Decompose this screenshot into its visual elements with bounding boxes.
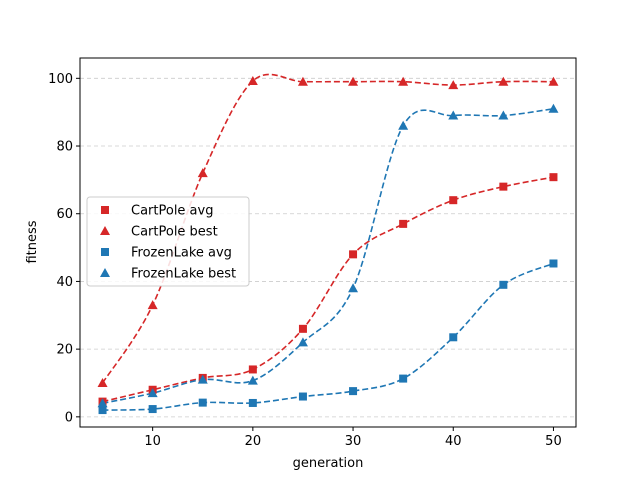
legend-frozenlake-best-label: FrozenLake best [131, 267, 236, 282]
cartpole-best-point [97, 377, 108, 387]
x-tick-label: 20 [245, 434, 262, 449]
frozenlake-avg-point [198, 398, 207, 407]
cartpole-avg-point [349, 250, 358, 259]
frozenlake-best-point [398, 120, 409, 130]
frozenlake-avg-point [248, 398, 257, 407]
cartpole-best-point [548, 76, 559, 86]
x-tick-label: 10 [144, 434, 161, 449]
cartpole-best-point [197, 168, 208, 178]
cartpole-avg-point [298, 324, 307, 333]
frozenlake-avg-point [349, 387, 358, 396]
frozenlake-avg-point [499, 280, 508, 289]
frozenlake-best-point [348, 283, 359, 293]
legend-cartpole-best-marker [100, 226, 110, 235]
x-axis: 10 20 30 40 50 [144, 427, 562, 449]
frozenlake-best-point [97, 398, 108, 408]
cartpole-best-point [498, 76, 509, 86]
y-tick-label: 0 [65, 410, 73, 425]
frozenlake-best-line [102, 107, 554, 405]
x-tick-label: 40 [445, 434, 462, 449]
cartpole-best-point [247, 76, 258, 86]
legend-cartpole-avg-marker [101, 206, 109, 214]
frozenlake-best-point [297, 337, 308, 347]
cartpole-best-point [348, 76, 359, 86]
x-tick-label: 50 [545, 434, 562, 449]
cartpole-avg-point [399, 219, 408, 228]
y-axis-label: fitness [25, 220, 40, 263]
frozenlake-best-point [448, 110, 459, 120]
cartpole-best-point [448, 80, 459, 90]
y-tick-label: 60 [56, 207, 73, 222]
cartpole-best-point [398, 76, 409, 86]
cartpole-best-point [297, 76, 308, 86]
grid-lines [80, 77, 576, 418]
frozenlake-avg-point [148, 405, 157, 414]
legend-box [86, 196, 250, 287]
frozenlake-avg-line [102, 262, 554, 411]
cartpole-avg-point [499, 182, 508, 191]
y-tick-label: 80 [56, 140, 73, 155]
legend-frozenlake-avg-label: FrozenLake avg [131, 246, 232, 261]
frozenlake-best-point [197, 374, 208, 384]
legend-frozenlake-best-marker [100, 268, 110, 277]
cartpole-avg-point [449, 196, 458, 205]
cartpole-best-point [147, 300, 158, 310]
y-axis: 0 20 40 60 80 100 [48, 72, 80, 425]
y-tick-label: 100 [48, 72, 73, 87]
x-axis-label: generation [293, 456, 364, 471]
cartpole-avg-point [248, 365, 257, 374]
frozenlake-avg-point [399, 374, 408, 383]
cartpole-avg-line [102, 176, 554, 403]
frozenlake-best-point [247, 375, 258, 385]
legend-cartpole-best-label: CartPole best [131, 225, 218, 240]
cartpole-avg-point [549, 173, 558, 182]
legend-cartpole-avg-label: CartPole avg [131, 204, 213, 219]
series-markers [97, 76, 559, 415]
frozenlake-best-point [548, 103, 559, 113]
x-tick-label: 30 [345, 434, 362, 449]
frozenlake-avg-point [98, 406, 107, 415]
legend: CartPole avg CartPole best FrozenLake avg F… [86, 196, 250, 287]
frozenlake-avg-point [298, 392, 307, 401]
frozenlake-best-point [498, 110, 509, 120]
frozenlake-best-point [147, 388, 158, 398]
plot-frame [79, 57, 577, 428]
legend-frozenlake-avg-marker [101, 248, 109, 256]
frozenlake-avg-point [549, 259, 558, 268]
y-tick-label: 20 [56, 343, 73, 358]
y-tick-label: 40 [56, 275, 73, 290]
frozenlake-avg-point [449, 333, 458, 342]
